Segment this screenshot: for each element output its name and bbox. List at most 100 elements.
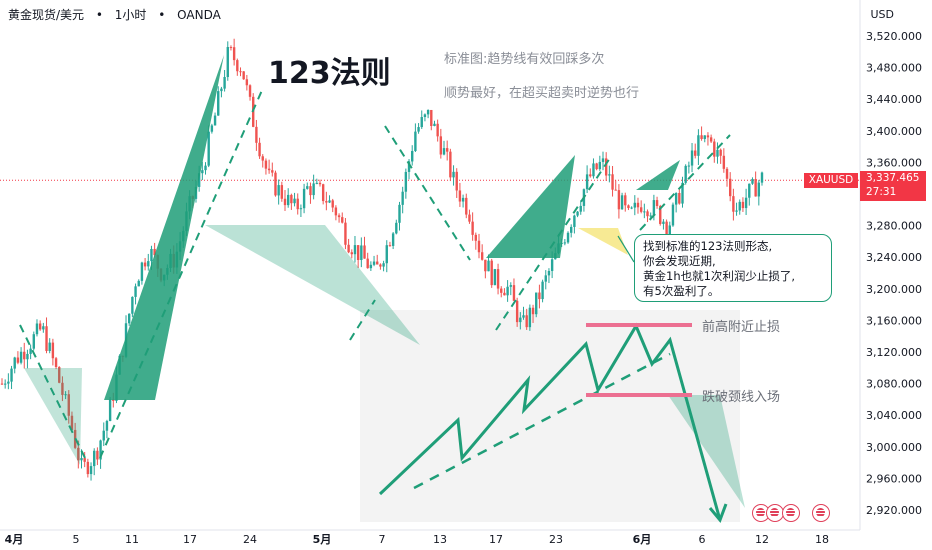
candle-body <box>376 261 379 265</box>
x-tick-label: 17 <box>489 533 503 546</box>
candle-body <box>694 150 697 156</box>
candle-body <box>722 155 726 169</box>
candle-body <box>426 109 430 115</box>
candle-body <box>573 215 576 227</box>
candle-body <box>344 222 347 245</box>
candle-body <box>334 207 338 216</box>
candle-body <box>423 114 427 118</box>
candle-body <box>500 288 503 293</box>
candle-body <box>684 165 687 183</box>
y-tick-label: 2,920.000 <box>866 504 922 517</box>
y-tick-label: 3,040.000 <box>866 409 922 422</box>
candle-body <box>725 168 729 179</box>
candle-body <box>735 210 738 212</box>
candle-body <box>643 211 646 213</box>
candle-body <box>662 221 665 224</box>
candle-body <box>102 430 105 441</box>
separator: • <box>158 8 166 22</box>
candle-body <box>598 161 602 170</box>
candle-body <box>99 440 102 460</box>
candle-body <box>131 296 134 314</box>
stop-loss-label: 前高附近止损 <box>702 320 781 335</box>
candle-body <box>42 326 45 330</box>
y-tick-label: 3,400.000 <box>866 125 922 138</box>
candle-body <box>86 461 90 475</box>
symbol-name: 黄金现货/美元 <box>8 8 85 22</box>
candle-body <box>143 262 147 267</box>
candle-body <box>636 202 640 208</box>
candle-body <box>236 60 239 72</box>
candle-body <box>280 185 284 199</box>
y-tick-label: 3,280.000 <box>866 220 922 233</box>
candle-body <box>627 205 630 209</box>
candle-body <box>35 323 39 335</box>
candle-body <box>716 149 719 157</box>
candle-body <box>353 245 357 255</box>
candle-body <box>127 313 131 324</box>
candle-body <box>331 200 334 208</box>
candle-body <box>480 252 484 260</box>
candle-body <box>681 182 684 204</box>
candle-body <box>261 156 264 161</box>
candle-body <box>398 204 401 223</box>
candle-body <box>751 179 754 184</box>
trend-line <box>639 134 731 231</box>
candle-body <box>325 201 328 203</box>
currency-label[interactable]: USD <box>870 8 894 21</box>
candle-body <box>356 245 360 261</box>
symbol-header[interactable]: 黄金现货/美元 • 1小时 • OANDA <box>8 6 221 23</box>
candle-body <box>617 190 621 210</box>
candle-body <box>436 123 439 137</box>
candle-body <box>487 260 490 272</box>
candle-body <box>48 342 51 351</box>
candle-body <box>442 148 446 155</box>
candle-body <box>655 200 659 207</box>
candle-body <box>585 174 589 190</box>
pattern-sketch-line <box>378 322 722 521</box>
current-price-box: 3,337.465 27:31 <box>860 171 926 201</box>
y-tick-label: 3,480.000 <box>866 62 922 75</box>
candle-body <box>19 351 23 363</box>
candle-body <box>754 179 757 197</box>
candle-body <box>105 421 109 431</box>
chart-title: 123法则 <box>268 56 391 91</box>
candle-body <box>541 281 544 300</box>
candle-body <box>226 47 229 78</box>
x-tick-label: 5月 <box>313 533 332 546</box>
candle-body <box>538 292 541 300</box>
economic-event-icon[interactable] <box>782 504 800 522</box>
candle-body <box>366 258 369 269</box>
bar-countdown: 27:31 <box>866 186 897 198</box>
candle-body <box>445 148 449 152</box>
economic-event-icon[interactable] <box>812 504 830 522</box>
candle-body <box>217 91 220 116</box>
candle-body <box>379 264 382 267</box>
candle-body <box>729 178 732 197</box>
y-tick-label: 3,080.000 <box>866 378 922 391</box>
y-tick-label: 3,200.000 <box>866 283 922 296</box>
note-trend: 顺势最好，在超买超卖时逆势也行 <box>444 86 640 101</box>
candle-body <box>697 135 700 156</box>
candle-body <box>471 221 474 235</box>
candle-body <box>646 211 649 217</box>
candle-body <box>96 450 99 460</box>
callout-line: 你会发现近期, <box>643 254 716 268</box>
candle-body <box>430 109 433 126</box>
arrow-head <box>708 503 728 523</box>
candle-body <box>328 200 331 203</box>
candle-body <box>550 259 554 271</box>
pattern-shape <box>24 368 82 465</box>
candle-body <box>687 165 691 167</box>
candle-body <box>417 127 420 132</box>
interval-label[interactable]: 1小时 <box>114 8 147 22</box>
candle-body <box>201 170 204 174</box>
candle-body <box>512 285 516 301</box>
economic-event-icon[interactable] <box>766 504 784 522</box>
x-tick-label: 13 <box>433 533 447 546</box>
candle-body <box>674 193 678 205</box>
candle-body <box>153 248 156 256</box>
candle-body <box>89 466 93 475</box>
data-source: OANDA <box>177 8 221 22</box>
candle-body <box>382 263 385 267</box>
